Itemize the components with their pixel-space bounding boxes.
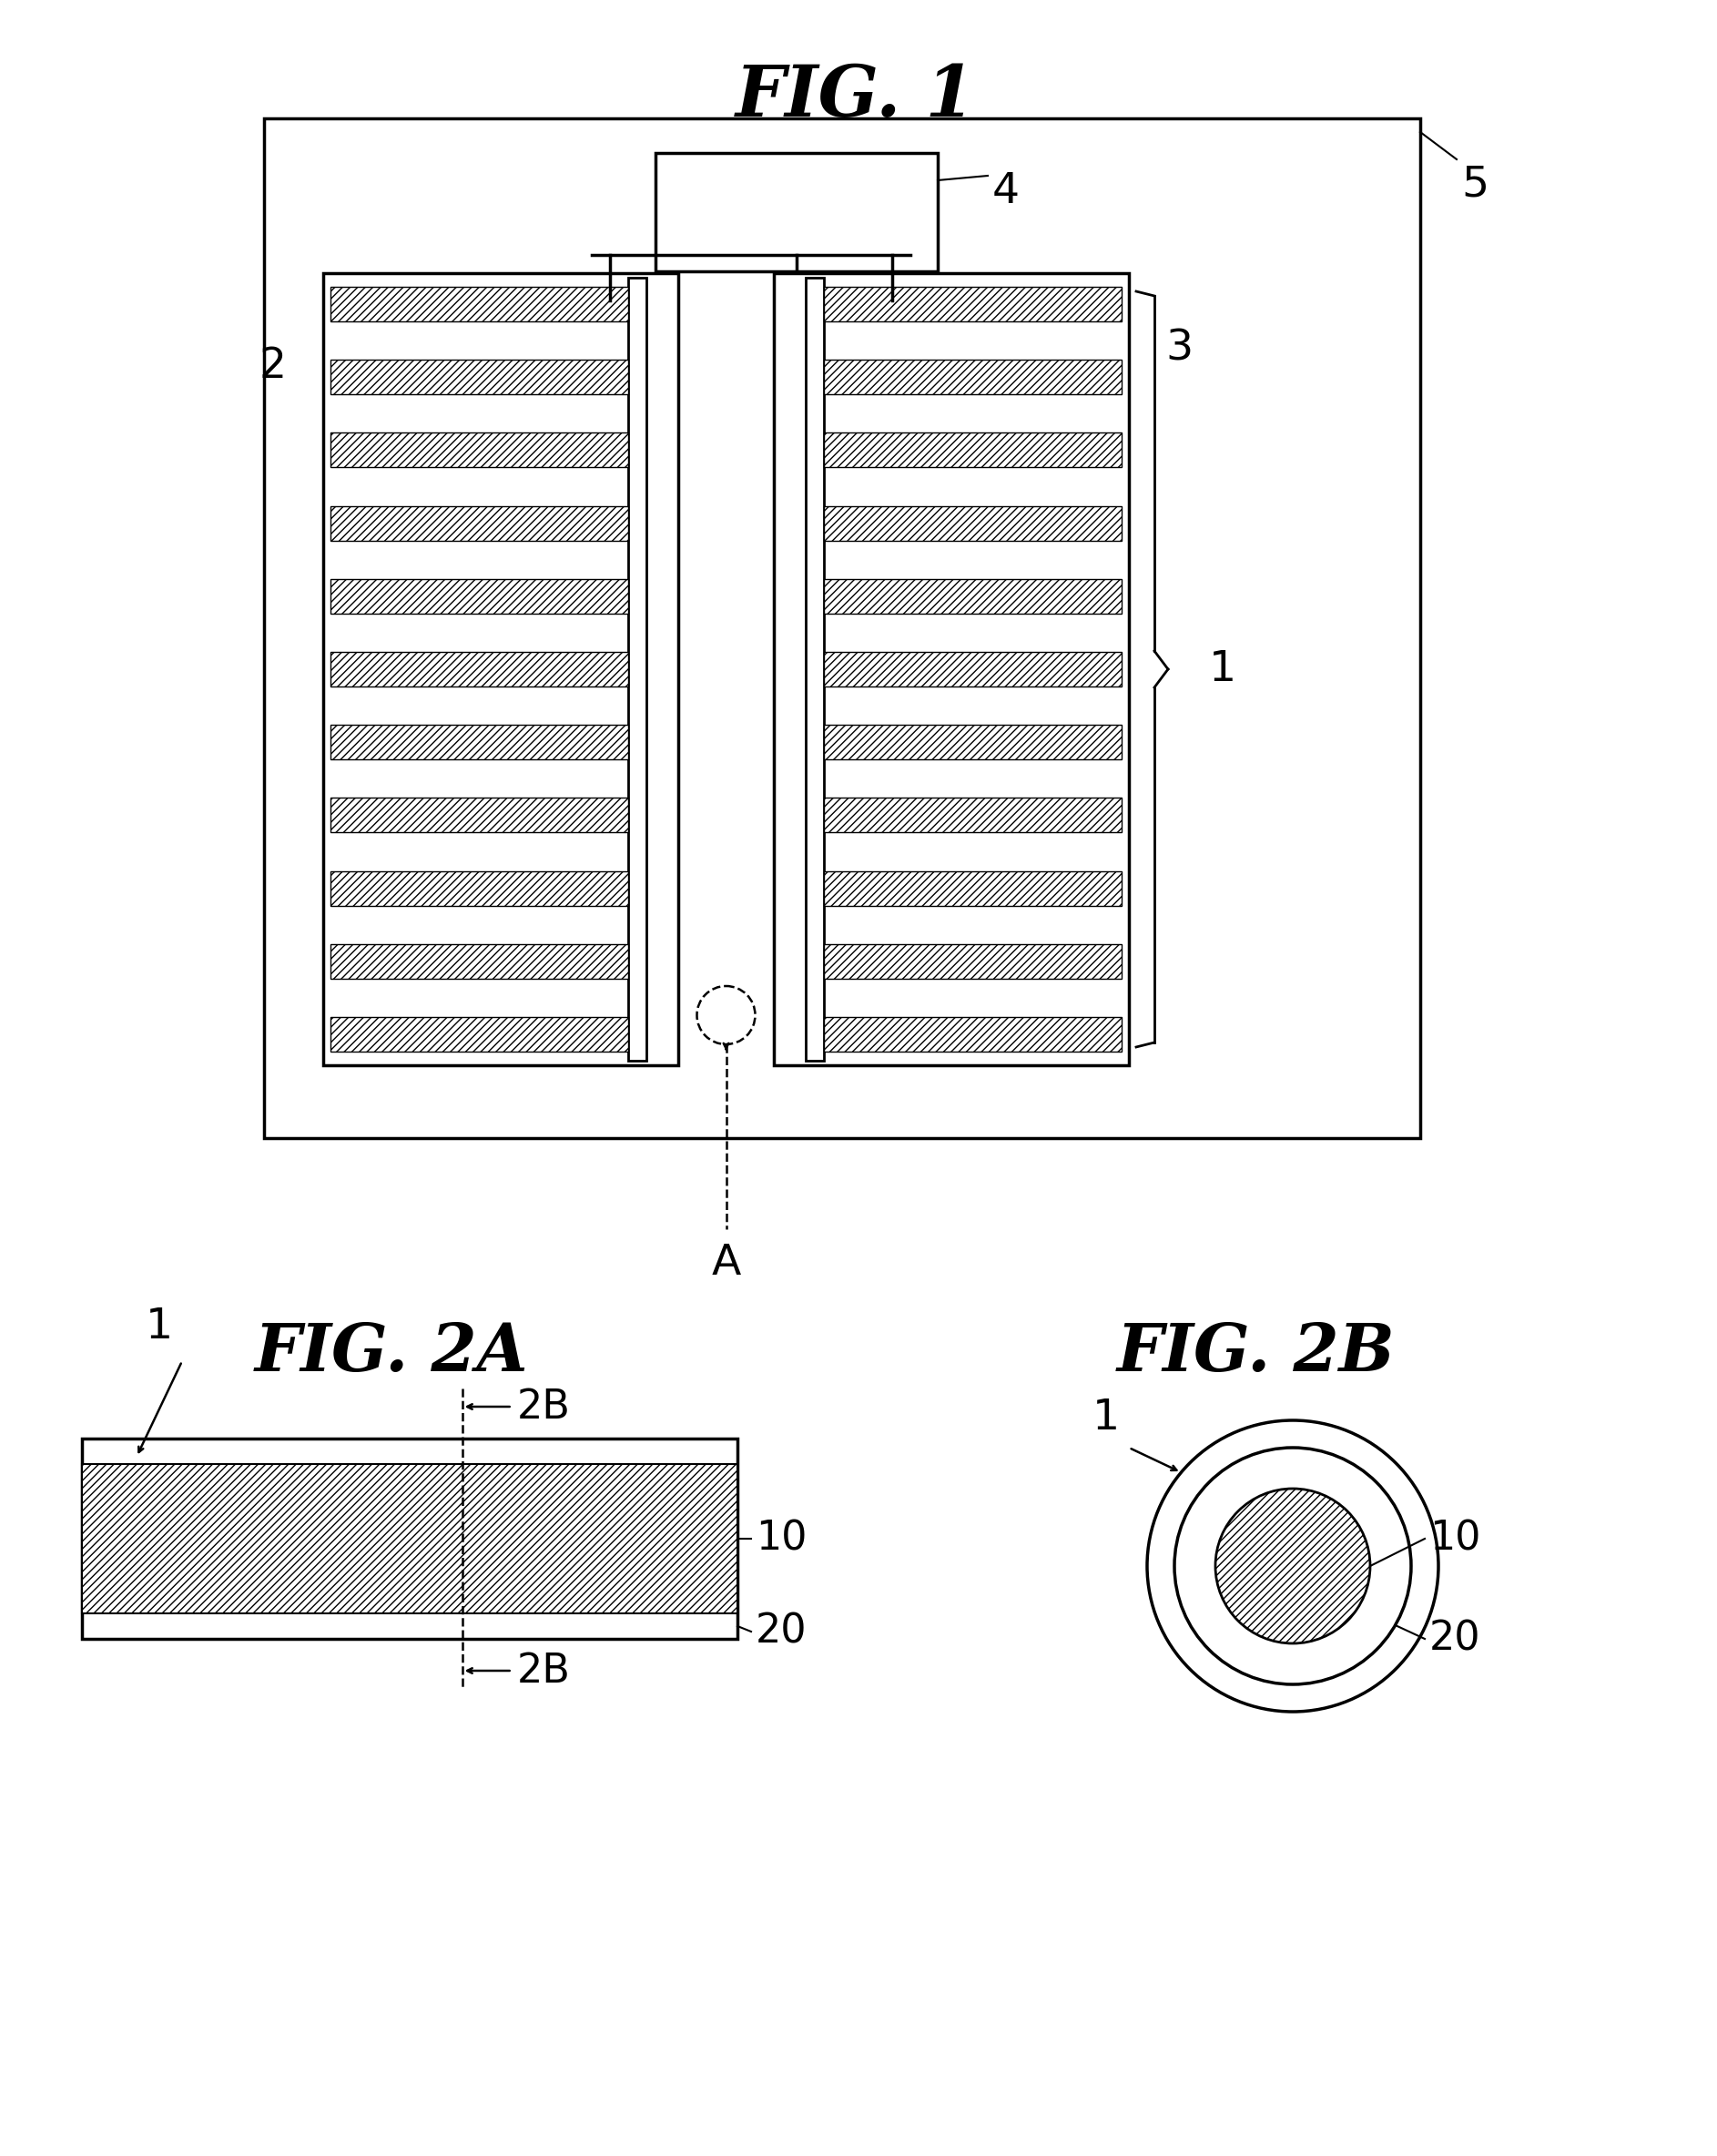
Bar bbox=[330, 360, 628, 395]
Bar bbox=[824, 944, 1121, 979]
Text: 1: 1 bbox=[1209, 649, 1236, 690]
Text: FIG. 2A: FIG. 2A bbox=[254, 1319, 529, 1384]
Bar bbox=[628, 278, 646, 1061]
Bar bbox=[330, 433, 628, 468]
Bar bbox=[824, 360, 1121, 395]
Bar bbox=[774, 274, 1128, 1065]
Circle shape bbox=[1147, 1421, 1439, 1712]
Text: 20: 20 bbox=[755, 1613, 807, 1651]
Text: 20: 20 bbox=[1429, 1619, 1480, 1658]
Bar bbox=[330, 651, 628, 686]
Bar bbox=[824, 433, 1121, 468]
Text: 10: 10 bbox=[755, 1520, 807, 1559]
Text: 1: 1 bbox=[1092, 1397, 1119, 1438]
Bar bbox=[805, 278, 824, 1061]
Bar bbox=[330, 871, 628, 906]
Bar bbox=[330, 578, 628, 614]
Bar bbox=[330, 798, 628, 832]
Text: 3: 3 bbox=[1166, 328, 1193, 369]
Bar bbox=[323, 274, 678, 1065]
Text: FIG. 1: FIG. 1 bbox=[737, 63, 975, 132]
Bar bbox=[82, 1464, 737, 1613]
Bar bbox=[824, 798, 1121, 832]
Bar bbox=[264, 119, 1420, 1138]
Bar bbox=[82, 1438, 737, 1639]
Bar bbox=[824, 871, 1121, 906]
Bar bbox=[656, 153, 937, 272]
Bar bbox=[330, 507, 628, 541]
Bar bbox=[824, 1018, 1121, 1052]
Text: 5: 5 bbox=[1461, 164, 1489, 205]
Bar bbox=[824, 507, 1121, 541]
Text: A: A bbox=[711, 1242, 740, 1283]
Text: 2B: 2B bbox=[517, 1651, 570, 1690]
Bar bbox=[824, 578, 1121, 614]
Text: 1: 1 bbox=[146, 1307, 173, 1348]
Text: FIG. 2B: FIG. 2B bbox=[1118, 1319, 1396, 1384]
Text: 10: 10 bbox=[1429, 1520, 1480, 1559]
Bar bbox=[824, 287, 1121, 321]
Circle shape bbox=[1216, 1488, 1370, 1643]
Bar bbox=[330, 944, 628, 979]
Bar bbox=[330, 1018, 628, 1052]
Text: 2B: 2B bbox=[517, 1386, 570, 1427]
Text: 2: 2 bbox=[259, 345, 287, 386]
Bar bbox=[330, 724, 628, 759]
Bar bbox=[824, 651, 1121, 686]
Text: 4: 4 bbox=[992, 170, 1020, 211]
Bar bbox=[330, 287, 628, 321]
Circle shape bbox=[1174, 1447, 1411, 1684]
Bar bbox=[824, 724, 1121, 759]
